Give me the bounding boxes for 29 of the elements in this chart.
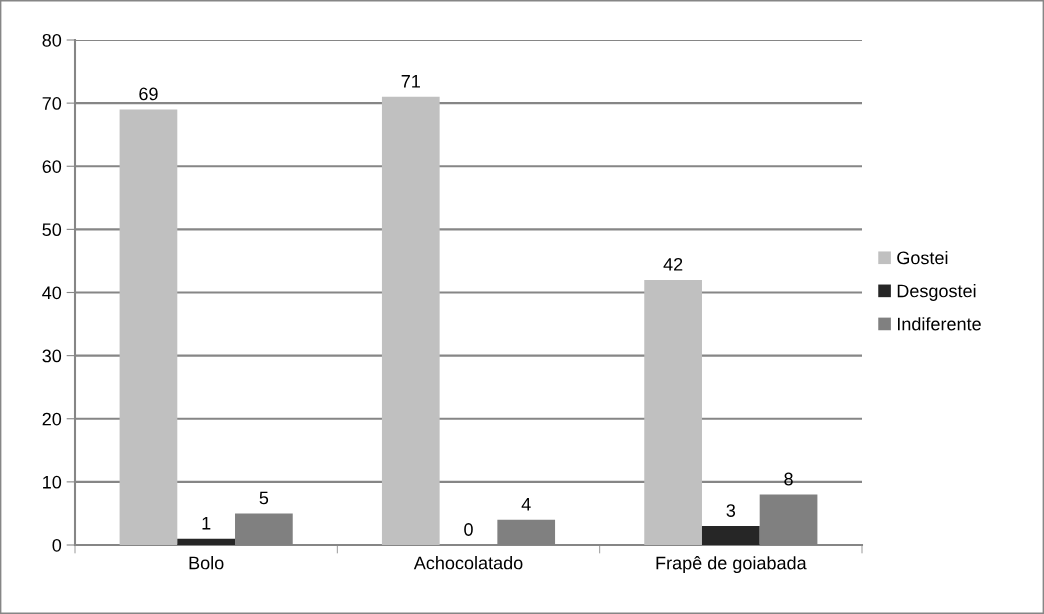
y-tick-label: 50 (42, 223, 62, 237)
data-label: 3 (726, 504, 736, 517)
y-tick-label: 60 (42, 160, 62, 173)
legend-label: Desgostei (897, 284, 976, 301)
y-tick-label: 40 (42, 286, 62, 300)
legend-label: Gostei (897, 251, 948, 265)
data-label: 1 (202, 516, 211, 530)
data-label: 0 (464, 523, 473, 536)
data-label: 69 (139, 87, 158, 101)
data-label: 4 (521, 498, 531, 511)
y-tick-label: 10 (43, 475, 62, 489)
bar (119, 109, 178, 545)
data-label: 5 (259, 491, 269, 505)
legend-label: Indiferente (897, 317, 981, 331)
x-tick-label: Frapê de goiabada (656, 556, 807, 573)
y-tick-label: 20 (42, 412, 62, 426)
y-tick-label: 0 (52, 538, 62, 552)
bar (177, 538, 236, 545)
data-label: 71 (401, 75, 420, 88)
data-label: 42 (663, 257, 683, 271)
y-tick-label: 30 (42, 349, 62, 363)
data-label: 8 (784, 472, 793, 486)
y-tick-label: 70 (42, 97, 62, 110)
x-tick-label: Achocolatado (413, 556, 523, 570)
y-tick-label: 80 (42, 33, 62, 47)
bar (701, 526, 760, 545)
bar (381, 96, 440, 545)
x-tick-label: Bolo (189, 556, 224, 570)
bar (644, 279, 702, 545)
